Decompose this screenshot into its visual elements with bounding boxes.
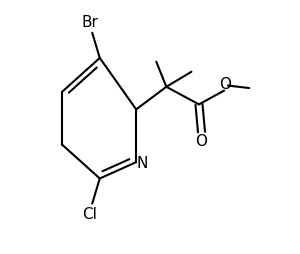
Text: Cl: Cl xyxy=(82,207,97,222)
Text: O: O xyxy=(196,134,208,149)
Text: N: N xyxy=(136,156,147,171)
Text: O: O xyxy=(219,77,231,92)
Text: Br: Br xyxy=(81,15,98,30)
